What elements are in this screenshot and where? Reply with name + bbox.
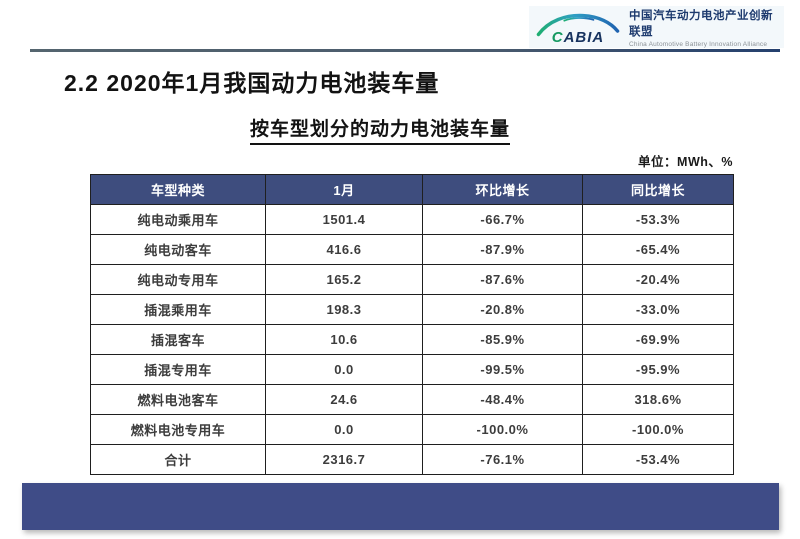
cell-mom-growth: -85.9% [422,324,583,355]
battery-installation-table: 车型种类 1月 环比增长 同比增长 纯电动乘用车 1501.4 -66.7% -… [90,174,734,475]
cell-yoy-growth: -65.4% [582,234,734,265]
cell-vehicle-type: 纯电动专用车 [90,264,266,295]
cabia-letter-c: C [551,29,564,46]
org-name-block: 中国汽车动力电池产业创新联盟 China Automotive Battery … [629,7,778,48]
cell-mom-growth: -66.7% [422,204,583,235]
table-header-row: 车型种类 1月 环比增长 同比增长 [90,174,734,205]
table-row: 插混乘用车 198.3 -20.8% -33.0% [90,294,734,325]
table-title-wrap: 按车型划分的动力电池装车量 [0,114,800,145]
cell-january-value: 10.6 [265,324,423,355]
cell-yoy-growth: 318.6% [582,384,734,415]
table-row: 纯电动专用车 165.2 -87.6% -20.4% [90,264,734,295]
cell-january-value: 0.0 [265,414,423,445]
footer-bar [22,483,779,530]
cabia-logo: CABIA 中国汽车动力电池产业创新联盟 China Automotive Ba… [529,6,784,48]
cell-mom-growth: -87.6% [422,264,583,295]
cell-vehicle-type: 燃料电池专用车 [90,414,266,445]
table-title: 按车型划分的动力电池装车量 [249,114,510,145]
cell-vehicle-type: 插混客车 [90,324,266,355]
table-row: 燃料电池客车 24.6 -48.4% 318.6% [90,384,734,415]
cell-mom-growth: -87.9% [422,234,583,265]
cabia-letters-abia: ABIA [563,29,605,46]
cell-january-value: 198.3 [265,294,423,325]
cell-january-value: 24.6 [265,384,423,415]
table-total-row: 合计 2316.7 -76.1% -53.4% [90,444,734,475]
col-header-mom-growth: 环比增长 [422,174,583,205]
cell-vehicle-type: 插混专用车 [90,354,266,385]
table-row: 纯电动乘用车 1501.4 -66.7% -53.3% [90,204,734,235]
cell-january-value: 165.2 [265,264,423,295]
cell-yoy-growth: -100.0% [582,414,734,445]
table-row: 纯电动客车 416.6 -87.9% -65.4% [90,234,734,265]
cell-mom-growth: -20.8% [422,294,583,325]
org-name-chinese: 中国汽车动力电池产业创新联盟 [629,9,773,38]
cell-yoy-growth: -95.9% [582,354,734,385]
cell-mom-growth: -100.0% [422,414,583,445]
cell-yoy-growth: -69.9% [582,324,734,355]
col-header-vehicle-type: 车型种类 [90,174,266,205]
unit-label: 单位：MWh、% [638,155,733,169]
cell-vehicle-type: 燃料电池客车 [90,384,266,415]
cell-vehicle-type: 纯电动乘用车 [90,204,266,235]
cell-mom-growth: -76.1% [422,444,583,475]
cabia-logo-mark: CABIA [535,10,621,46]
cell-vehicle-type: 纯电动客车 [90,234,266,265]
cell-january-value: 0.0 [265,354,423,385]
cell-january-value: 1501.4 [265,204,423,235]
table-row: 燃料电池专用车 0.0 -100.0% -100.0% [90,414,734,445]
cabia-wordmark: CABIA [551,29,605,46]
col-header-yoy-growth: 同比增长 [582,174,734,205]
table-row: 插混客车 10.6 -85.9% -69.9% [90,324,734,355]
cell-vehicle-type: 插混乘用车 [90,294,266,325]
cell-january-value: 2316.7 [265,444,423,475]
cell-mom-growth: -99.5% [422,354,583,385]
header-divider-line [30,49,780,52]
car-silhouette-icon [536,13,620,37]
cell-yoy-growth: -20.4% [582,264,734,295]
section-title: 2.2 2020年1月我国动力电池装车量 [64,70,440,96]
org-name-english: China Automotive Battery Innovation Alli… [629,40,768,48]
cell-yoy-growth: -33.0% [582,294,734,325]
cell-january-value: 416.6 [265,234,423,265]
cell-yoy-growth: -53.3% [582,204,734,235]
cell-mom-growth: -48.4% [422,384,583,415]
cell-vehicle-type: 合计 [90,444,266,475]
col-header-january: 1月 [265,174,423,205]
table-row: 插混专用车 0.0 -99.5% -95.9% [90,354,734,385]
cell-yoy-growth: -53.4% [582,444,734,475]
